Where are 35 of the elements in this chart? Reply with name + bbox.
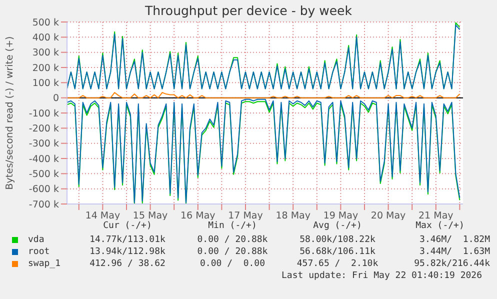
text: 58.00k/108.22k [298, 235, 376, 245]
text: Min (-/+) [207, 221, 258, 233]
text: 0.00 / 0.00 [198, 259, 266, 269]
text: 457.65 / 2.10k [296, 259, 380, 269]
y-tick-label: -600 k [28, 184, 60, 196]
y-tick-label: 100 k [32, 78, 60, 90]
y-tick-label: 200 k [32, 62, 60, 74]
y-tick-label: -300 k [28, 138, 60, 150]
text: 13.94k/112.98k [88, 247, 166, 257]
text: 412.96 / 38.62 [88, 259, 166, 269]
text: Avg (-/+) [312, 221, 363, 233]
y-tick-label: -200 k [28, 124, 60, 135]
y-tick-label: -500 k [28, 169, 60, 180]
legend-label: vda [28, 235, 44, 245]
y-tick-label: -700 k [28, 199, 60, 210]
text: 0.00 / 20.88k [196, 247, 269, 257]
text: 56.68k/106.11k [298, 247, 376, 257]
y-axis-title: Bytes/second read (-) / write (+) [4, 36, 16, 190]
legend-label: root [28, 247, 50, 257]
text: Max (-/+) [414, 221, 466, 233]
y-tick-label: -400 k [28, 154, 60, 165]
chart-title: Throughput per device - by week [144, 3, 353, 18]
y-tick-label: 300 k [32, 48, 60, 59]
text: 0.00 / 20.88k [196, 235, 269, 245]
y-tick-label: -100 k [28, 108, 60, 120]
legend-label: swap_1 [28, 259, 61, 269]
y-tick-label: 0 [52, 93, 59, 104]
text: Cur (-/+) [102, 221, 153, 233]
text: 95.82k/216.44k [413, 259, 490, 269]
text: Last update: Fri May 22 01:40:19 2026 [280, 271, 483, 281]
y-tick-label: 500 k [32, 17, 60, 28]
text: 3.44M/ 1.63M [418, 247, 490, 257]
text: 14.77k/113.01k [88, 235, 166, 245]
y-tick-label: 400 k [32, 32, 60, 44]
text: 3.46M/ 1.82M [418, 235, 490, 245]
